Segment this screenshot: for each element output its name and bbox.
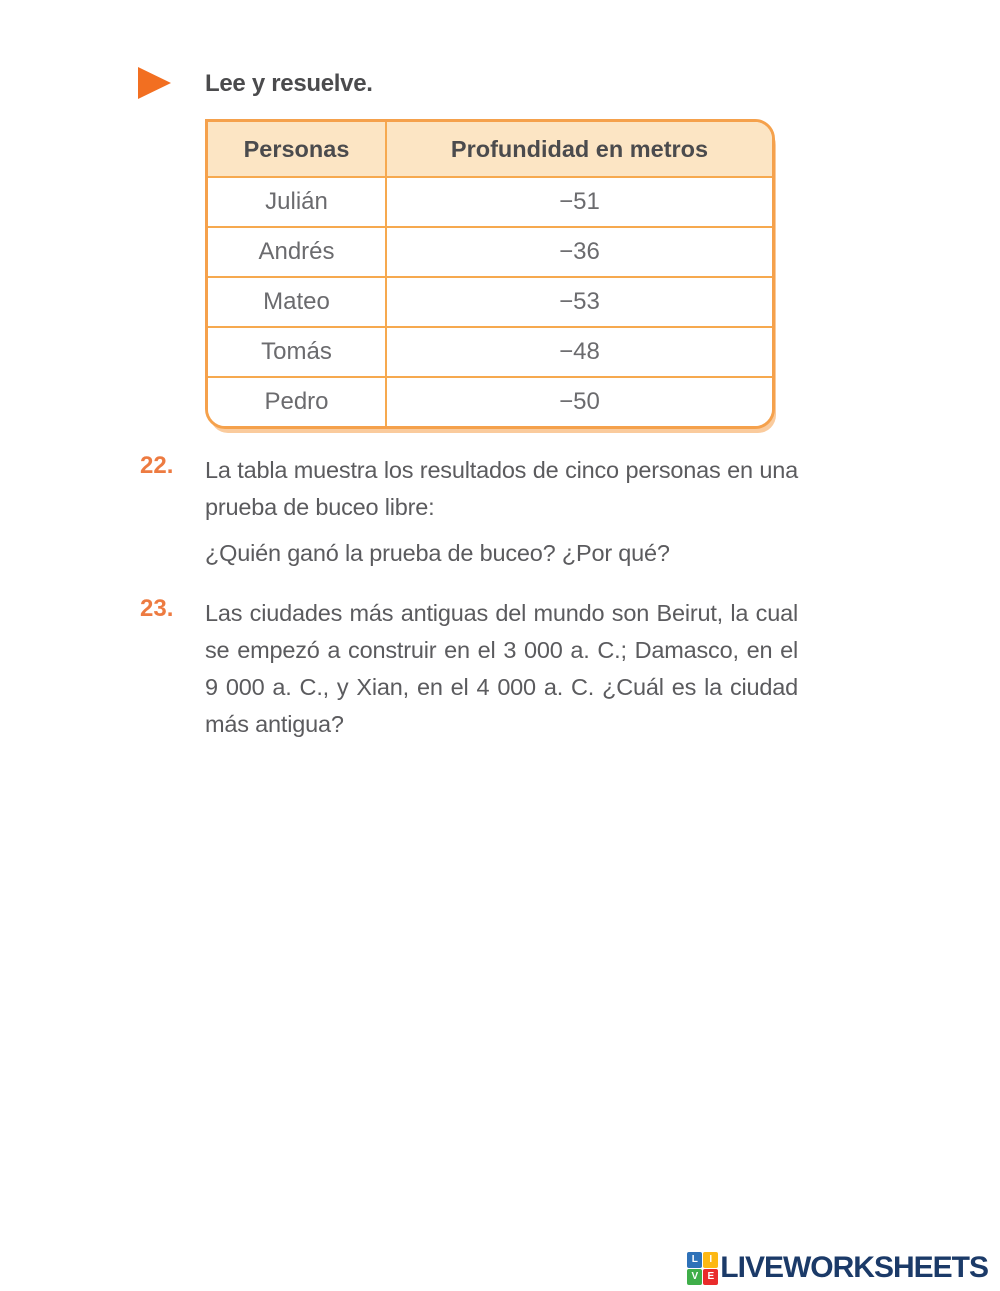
table-header-row: Personas Profundidad en metros (208, 122, 772, 176)
logo-square-e: E (703, 1268, 719, 1285)
depth-value: −50 (559, 388, 600, 415)
depth-value: −51 (559, 188, 600, 215)
question-text: La tabla muestra los resultados de cinco… (205, 457, 798, 520)
logo-square-v: V (687, 1268, 703, 1285)
table-row: Mateo −53 (208, 276, 772, 326)
liveworksheets-logo-icon: L I V E (687, 1251, 719, 1285)
question-subtext: ¿Quién ganó la prueba de buceo? ¿Por qué… (205, 540, 670, 566)
person-name: Mateo (208, 278, 387, 326)
question-text: Las ciudades más antiguas del mundo son … (205, 600, 798, 737)
table-row: Julián −51 (208, 176, 772, 226)
person-name: Tomás (208, 328, 387, 376)
liveworksheets-logo: L I V E LIVEWORKSHEETS (687, 1251, 989, 1285)
table-header-profundidad: Profundidad en metros (450, 135, 709, 162)
instruction-heading: Lee y resuelve. (205, 70, 373, 97)
depth-value: −53 (559, 288, 600, 315)
person-name: Andrés (208, 228, 387, 276)
question-23: 23. Las ciudades más antiguas del mundo … (140, 595, 798, 743)
person-name: Pedro (208, 378, 387, 426)
question-number: 23. (140, 595, 174, 622)
table-row: Andrés −36 (208, 226, 772, 276)
depth-value: −36 (559, 238, 600, 265)
question-22: 22. La tabla muestra los resultados de c… (140, 452, 798, 572)
table-header-personas: Personas (208, 122, 387, 176)
logo-square-i: I (703, 1251, 719, 1268)
person-name: Julián (208, 178, 387, 226)
depth-value: −48 (559, 338, 600, 365)
question-number: 22. (140, 452, 174, 479)
table-row: Pedro −50 (208, 376, 772, 426)
logo-square-l: L (687, 1251, 703, 1268)
triangle-bullet-icon (138, 67, 171, 99)
results-table: Personas Profundidad en metros Julián −5… (205, 119, 775, 429)
table-row: Tomás −48 (208, 326, 772, 376)
liveworksheets-logo-text: LIVEWORKSHEETS (720, 1251, 989, 1284)
